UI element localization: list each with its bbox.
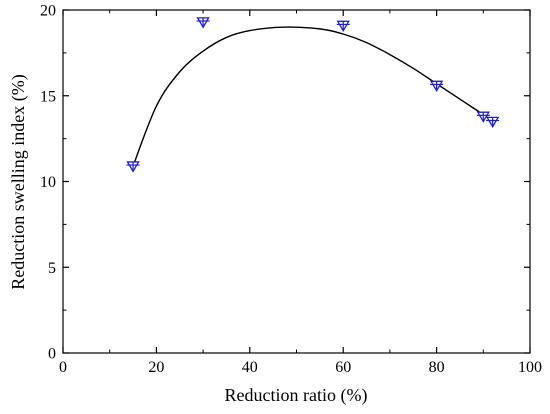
plot-frame [62, 9, 531, 354]
data-point [476, 111, 490, 123]
x-tick-label-20: 20 [148, 359, 164, 376]
fit-curve [132, 26, 494, 167]
data-point [336, 20, 350, 32]
data-point [196, 17, 210, 29]
y-tick-label-20: 20 [40, 3, 56, 20]
y-tick-label-5: 5 [48, 260, 56, 277]
x-tick-label-80: 80 [429, 359, 445, 376]
points-layer [126, 17, 500, 173]
x-tick-label-0: 0 [59, 359, 67, 376]
x-tick-label-100: 100 [518, 359, 542, 376]
ticks-layer: 0 20 40 60 80 100 0 5 10 15 20 [40, 3, 542, 377]
y-tick-label-10: 10 [40, 174, 56, 191]
data-point [486, 116, 500, 128]
y-axis-label: Reduction swelling index (%) [8, 74, 29, 289]
y-tick-label-15: 15 [40, 88, 56, 105]
x-tick-label-60: 60 [335, 359, 351, 376]
x-tick-label-40: 40 [242, 359, 258, 376]
x-axis-label: Reduction ratio (%) [225, 385, 368, 406]
fit-curve-layer [132, 26, 494, 167]
y-tick-label-0: 0 [48, 346, 56, 363]
data-point [126, 161, 140, 173]
data-point [429, 80, 444, 92]
